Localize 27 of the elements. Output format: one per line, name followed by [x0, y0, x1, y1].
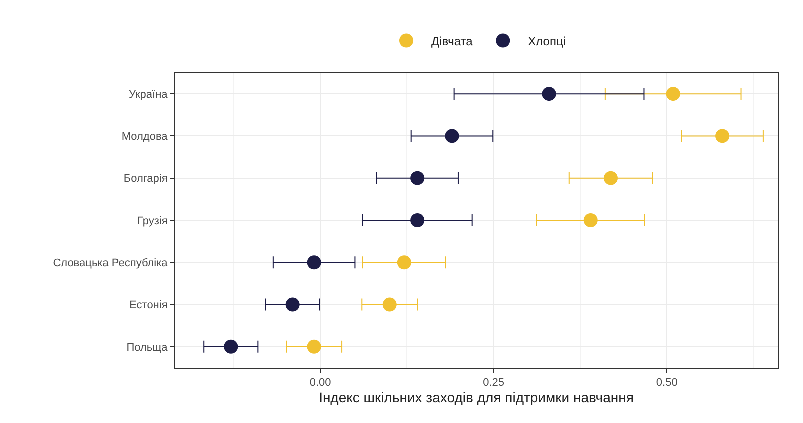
- point: [584, 214, 598, 228]
- y-tick-label: Україна: [129, 88, 169, 101]
- x-tick-label: 0.25: [483, 377, 505, 390]
- point: [716, 129, 730, 144]
- point: [410, 214, 425, 228]
- x-tick-label: 0.00: [310, 377, 332, 390]
- point: [307, 340, 322, 354]
- x-tick-label: 0.50: [656, 377, 678, 390]
- y-tick-label: Естонія: [130, 300, 168, 312]
- point: [224, 340, 238, 354]
- y-tick-label: Польща: [126, 342, 169, 354]
- point: [307, 256, 322, 270]
- y-tick-label: Болгарія: [124, 173, 168, 186]
- point: [445, 129, 460, 144]
- x-axis-title: Індекс шкільних заходів для підтримки навчання: [319, 390, 634, 406]
- y-tick-label: Молдова: [122, 131, 169, 144]
- y-tick-label: Грузія: [138, 215, 168, 228]
- legend-label: Дівчата: [432, 34, 474, 48]
- point: [286, 298, 300, 312]
- point: [666, 87, 680, 102]
- point: [604, 171, 618, 186]
- point: [397, 256, 412, 270]
- point: [542, 87, 556, 102]
- y-tick-label: Словацька Республіка: [53, 257, 169, 270]
- point: [410, 171, 425, 186]
- legend-label: Хлопці: [528, 34, 566, 48]
- point: [382, 298, 397, 312]
